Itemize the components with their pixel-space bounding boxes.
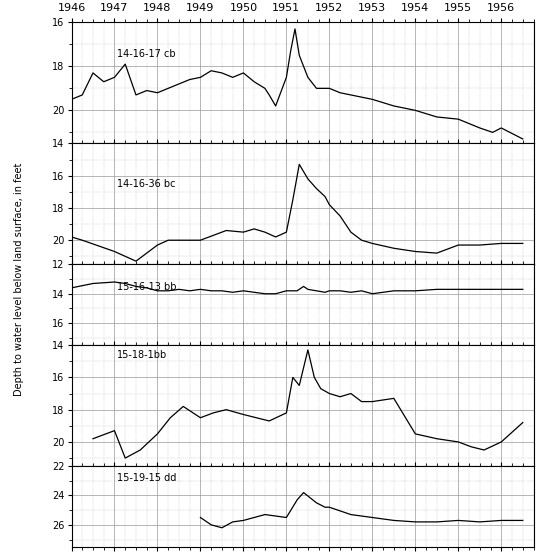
Text: 14-16-36 bc: 14-16-36 bc xyxy=(117,179,175,189)
Text: 15-19-15 dd: 15-19-15 dd xyxy=(117,474,176,483)
Text: 14-16-17 cb: 14-16-17 cb xyxy=(117,49,175,59)
Text: 15-16-13 bb: 15-16-13 bb xyxy=(117,282,176,292)
Text: Depth to water level below land surface, in feet: Depth to water level below land surface,… xyxy=(14,162,24,396)
Text: 15-18-1bb: 15-18-1bb xyxy=(117,350,167,360)
